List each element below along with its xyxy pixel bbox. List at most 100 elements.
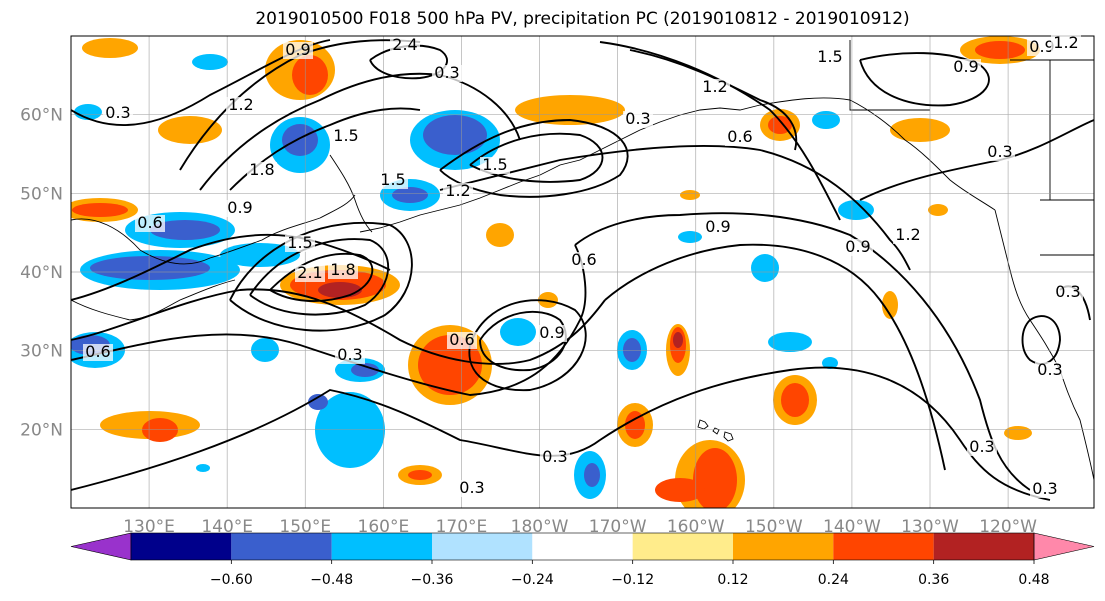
colorbar-tick-label: 0.24 xyxy=(818,572,849,588)
contour-label-bg xyxy=(335,347,365,364)
colorbar-segment xyxy=(933,533,1034,560)
contour-label-bg xyxy=(226,97,256,114)
contour-label-bg xyxy=(447,332,477,349)
precip-positive-blob xyxy=(515,95,625,125)
pv-contour-0.3 xyxy=(1021,315,1061,365)
colorbar-ticks: −0.60 −0.48 −0.36 −0.24 −0.12 0.12 0.24 0.36 0.4… xyxy=(210,560,1050,588)
precip-positive-blob xyxy=(890,118,950,142)
contour-label-bg xyxy=(1053,284,1083,301)
lon-tick-label: 140°W xyxy=(823,517,881,537)
colorbar-tick-label: 0.48 xyxy=(1018,572,1049,588)
precip-negative-blob xyxy=(678,231,702,243)
contour-label: 1.2 xyxy=(895,225,920,244)
contour-label: 1.5 xyxy=(482,155,507,174)
precip-negative-blob xyxy=(751,254,779,282)
precip-negative-blob xyxy=(192,54,228,70)
contour-label-bg xyxy=(725,129,755,146)
contour-label-bg xyxy=(443,183,473,200)
contour-label: 0.9 xyxy=(845,237,870,256)
colorbar-segment xyxy=(432,533,533,560)
pv-contours xyxy=(71,39,1094,501)
colorbar-segment xyxy=(532,533,633,560)
pv-contour-0.6 xyxy=(468,299,587,392)
precip-negative-blob xyxy=(822,357,838,369)
lon-tick-label: 180°W xyxy=(511,517,569,537)
contour-label: 1.8 xyxy=(330,260,355,279)
contour-label: 0.3 xyxy=(1032,479,1057,498)
pv-contour-0.9 xyxy=(479,310,567,372)
contour-label: 0.3 xyxy=(987,142,1012,161)
contour-label-bg xyxy=(815,49,845,66)
map-title: 2019010500 F018 500 hPa PV, precipitatio… xyxy=(255,9,910,29)
contour-label: 0.6 xyxy=(137,213,162,232)
colorbar-tick-label: −0.24 xyxy=(511,572,554,588)
contour-label: 0.3 xyxy=(459,478,484,497)
lon-tick-label: 170°E xyxy=(436,517,488,537)
latitude-labels: 60°N 50°N 40°N 30°N 20°N xyxy=(20,106,63,441)
contour-label-bg xyxy=(378,172,408,189)
precip-positive-blob xyxy=(625,411,645,439)
precip-negative-blob xyxy=(315,392,385,468)
pv-contour-0.6 xyxy=(71,244,587,396)
pv-contour-0.9 xyxy=(604,243,946,471)
contour-label-bg xyxy=(967,439,997,456)
colorbar-tick-label: −0.60 xyxy=(210,572,253,588)
contour-label: 0.3 xyxy=(105,103,130,122)
lat-tick-label: 40°N xyxy=(20,263,63,283)
contour-label-bg xyxy=(1030,481,1060,498)
precip-positive-blob xyxy=(673,332,683,348)
contour-label: 0.9 xyxy=(539,323,564,342)
precip-positive-blob xyxy=(486,223,514,247)
lon-tick-label: 150°E xyxy=(279,517,331,537)
contour-label: 1.2 xyxy=(1053,33,1078,52)
state-borders xyxy=(849,40,1094,256)
lon-tick-label: 150°W xyxy=(745,517,803,537)
contour-label-bg xyxy=(569,252,599,269)
colorbar-segment xyxy=(231,533,332,560)
precip-positive-blob xyxy=(882,291,898,319)
lat-tick-label: 50°N xyxy=(20,184,63,204)
contour-label-bg xyxy=(1027,39,1057,56)
contour-label: 1.5 xyxy=(333,126,358,145)
precip-negative-blob xyxy=(90,256,210,280)
contour-label: 0.6 xyxy=(449,330,474,349)
coastline-alaska xyxy=(759,97,996,211)
precip-positive-blob xyxy=(292,55,328,95)
contour-label-bg xyxy=(225,200,255,217)
contour-label-bg xyxy=(537,325,567,342)
precip-positive-blob xyxy=(781,383,809,417)
contour-label: 0.3 xyxy=(1055,282,1080,301)
contour-label-bg xyxy=(703,219,733,236)
precip-positive-blob xyxy=(408,470,432,480)
pv-contour-1.2 xyxy=(71,233,391,301)
contour-label: 0.6 xyxy=(571,250,596,269)
longitude-labels: 130°E 140°E 150°E 160°E 170°E 180°W 170°W 160°W… xyxy=(123,517,1037,537)
pv-contour-0.9 xyxy=(859,52,990,107)
colorbar-tick-label: 0.36 xyxy=(918,572,949,588)
precip-negative-blob xyxy=(251,338,279,362)
contour-label: 0.3 xyxy=(337,345,362,364)
contour-label-bg xyxy=(700,79,730,96)
lon-tick-label: 160°E xyxy=(358,517,410,537)
contour-label-bg xyxy=(623,111,653,128)
precip-positive-blob xyxy=(538,292,558,308)
coastline-kamchatka xyxy=(329,154,373,233)
precip-positive-blob xyxy=(693,448,737,508)
contour-label-bg xyxy=(1035,362,1065,379)
contour-label: 1.8 xyxy=(249,160,274,179)
precip-positive-blob xyxy=(975,41,1025,59)
contour-label: 0.9 xyxy=(705,217,730,236)
precip-positive-blob xyxy=(142,418,178,442)
contour-label-bg xyxy=(285,235,315,252)
precip-negative-blob xyxy=(282,124,318,156)
contour-label-bg xyxy=(457,480,487,497)
lat-tick-label: 30°N xyxy=(20,342,63,362)
precip-negative-blob xyxy=(838,200,874,220)
contour-label: 0.3 xyxy=(625,109,650,128)
contour-label: 0.3 xyxy=(969,437,994,456)
lon-tick-label: 120°W xyxy=(979,517,1037,537)
contour-label-bg xyxy=(480,157,510,174)
precip-positive-blob xyxy=(655,478,705,502)
contour-label-bg xyxy=(295,265,325,282)
contour-labels: 0.3 0.3 0.3 0.3 0.3 0.3 0.3 0.3 0.3 0.3 0.3 0.6 0.6 0… xyxy=(83,33,1083,498)
